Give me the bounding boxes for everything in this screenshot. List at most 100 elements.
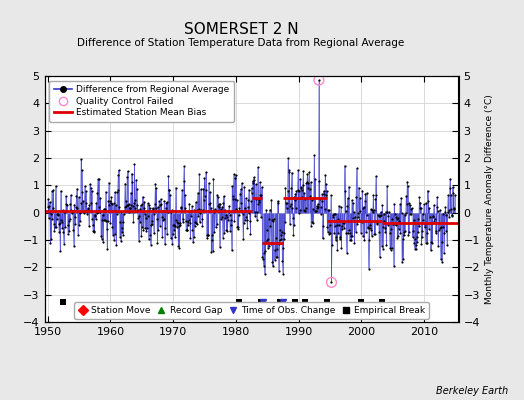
Point [104,218,112,224]
Point [158,233,166,240]
Point [203,232,212,238]
Point [174,243,182,249]
Point [97,236,106,242]
Point [375,254,384,260]
Point [173,219,181,225]
Point [328,241,336,248]
Point [115,204,124,210]
Point [247,197,255,204]
Point [385,229,394,236]
Point [450,205,458,211]
Point [227,247,236,254]
Point [388,221,397,228]
Point [315,178,324,184]
Point [134,215,143,221]
Point [380,225,389,231]
Point [278,229,286,235]
Point [46,199,54,205]
Point [195,219,204,225]
Point [346,230,355,236]
Point [377,212,385,218]
Point [298,194,307,200]
Point [238,210,247,217]
Point [347,233,355,239]
Point [104,197,113,204]
Point [86,185,95,191]
Point [221,215,230,221]
Point [298,186,306,193]
Point [217,214,226,220]
Point [444,207,453,213]
Point [54,211,62,217]
Point [217,206,225,212]
Point [45,203,53,209]
Point [100,217,108,223]
Point [165,187,173,193]
Point [100,206,108,213]
Point [313,203,321,209]
Point [348,233,357,240]
Point [417,205,425,211]
Point [83,210,92,217]
Point [134,207,142,213]
Point [312,207,321,214]
Point [56,248,64,254]
Point [247,185,256,191]
Point [259,262,268,269]
Point [147,221,156,228]
Point [439,224,447,230]
Point [143,228,151,234]
Point [428,220,436,226]
Point [394,233,402,239]
Point [70,202,79,208]
Point [403,178,411,185]
Point [196,210,204,216]
Point [410,240,418,246]
Point [376,209,385,215]
Point [192,220,200,226]
Point [364,224,372,230]
Point [390,200,398,207]
Point [426,220,434,227]
Point [77,156,85,162]
Point [213,194,222,200]
Point [204,180,213,186]
Point [291,197,299,204]
Point [335,222,344,229]
Point [94,209,103,216]
Point [251,213,259,220]
Point [411,246,420,252]
Point [60,240,68,247]
Point [431,230,440,236]
Point [267,241,275,247]
Point [255,199,263,205]
Point [110,200,118,207]
Point [318,191,326,197]
Point [326,230,335,236]
Point [122,203,130,209]
Point [268,258,277,265]
Point [76,218,84,224]
Point [124,202,133,208]
Point [211,207,220,213]
Point [378,246,387,252]
Point [163,209,172,215]
Point [92,216,100,222]
Point [276,236,284,243]
Point [171,184,180,191]
Point [293,187,302,193]
Point [200,197,208,204]
Point [113,211,121,218]
Point [68,210,76,217]
Point [275,267,283,274]
Point [103,246,112,252]
Point [222,227,231,234]
Point [61,224,70,230]
Point [402,200,411,207]
Point [72,193,81,199]
Point [310,152,319,158]
Point [408,233,417,240]
Point [176,220,184,226]
Point [366,222,374,228]
Point [98,217,106,224]
